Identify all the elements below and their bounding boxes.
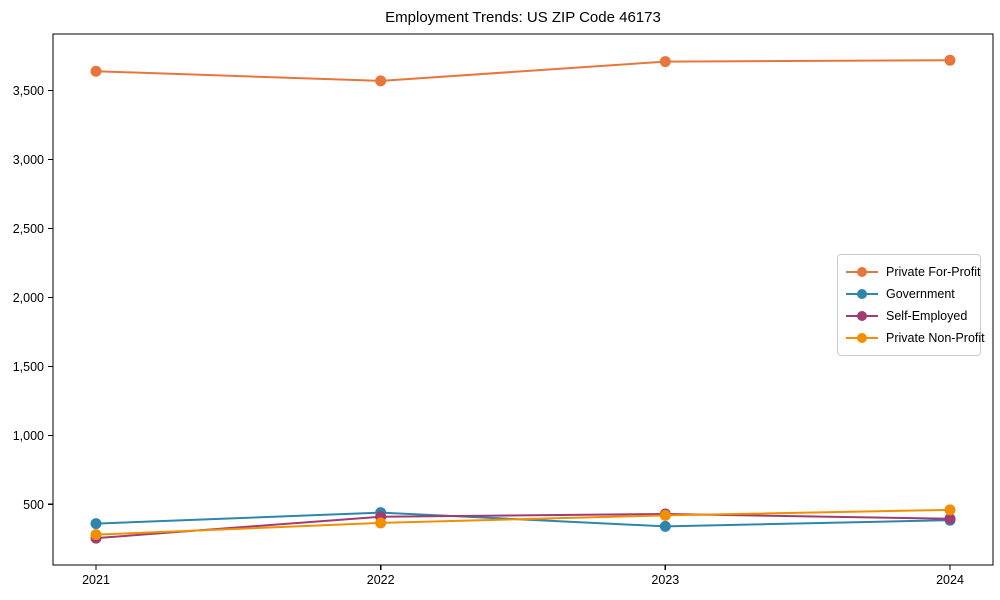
- x-axis-tick-label: 2022: [367, 573, 395, 587]
- y-axis-tick-label: 3,500: [13, 84, 44, 98]
- legend-item: Private For-Profit: [846, 261, 980, 283]
- legend-label: Private Non-Profit: [886, 331, 985, 345]
- series-line: [95, 508, 951, 536]
- data-point: [659, 56, 671, 68]
- data-point: [659, 509, 671, 521]
- x-axis-tick-label: 2021: [82, 573, 110, 587]
- legend-label: Private For-Profit: [886, 265, 981, 279]
- y-axis-tick-label: 2,000: [13, 291, 44, 305]
- data-point: [944, 504, 956, 516]
- plot-frame: [52, 33, 994, 566]
- series-line: [95, 512, 951, 540]
- y-axis-tick-label: 500: [23, 498, 44, 512]
- legend-label: Self-Employed: [886, 309, 968, 323]
- data-point: [90, 518, 102, 530]
- data-point: [375, 75, 387, 87]
- data-point: [944, 513, 956, 525]
- chart-title: Employment Trends: US ZIP Code 46173: [385, 9, 661, 26]
- legend-line-marker-icon: [846, 331, 878, 345]
- data-point: [90, 529, 102, 541]
- data-point: [90, 65, 102, 77]
- y-axis-tick-label: 1,500: [13, 360, 44, 374]
- y-axis-tick-label: 3,000: [13, 153, 44, 167]
- legend-item: Self-Employed: [846, 305, 972, 327]
- legend: Private For-Profit Government Self-Employe…: [837, 254, 985, 356]
- x-axis-tick-label: 2023: [651, 573, 679, 587]
- x-axis-tick-label: 2024: [936, 573, 964, 587]
- legend-line-marker-icon: [846, 287, 878, 301]
- legend-item: Government: [846, 283, 972, 305]
- legend-item: Private Non-Profit: [846, 327, 985, 349]
- series-line: [95, 59, 951, 82]
- legend-line-marker-icon: [846, 309, 878, 323]
- data-point: [659, 520, 671, 532]
- legend-label: Government: [886, 287, 955, 301]
- data-point: [375, 517, 387, 529]
- y-axis-tick-label: 1,000: [13, 429, 44, 443]
- y-axis-tick-label: 2,500: [13, 222, 44, 236]
- data-point: [944, 54, 956, 66]
- legend-line-marker-icon: [846, 265, 878, 279]
